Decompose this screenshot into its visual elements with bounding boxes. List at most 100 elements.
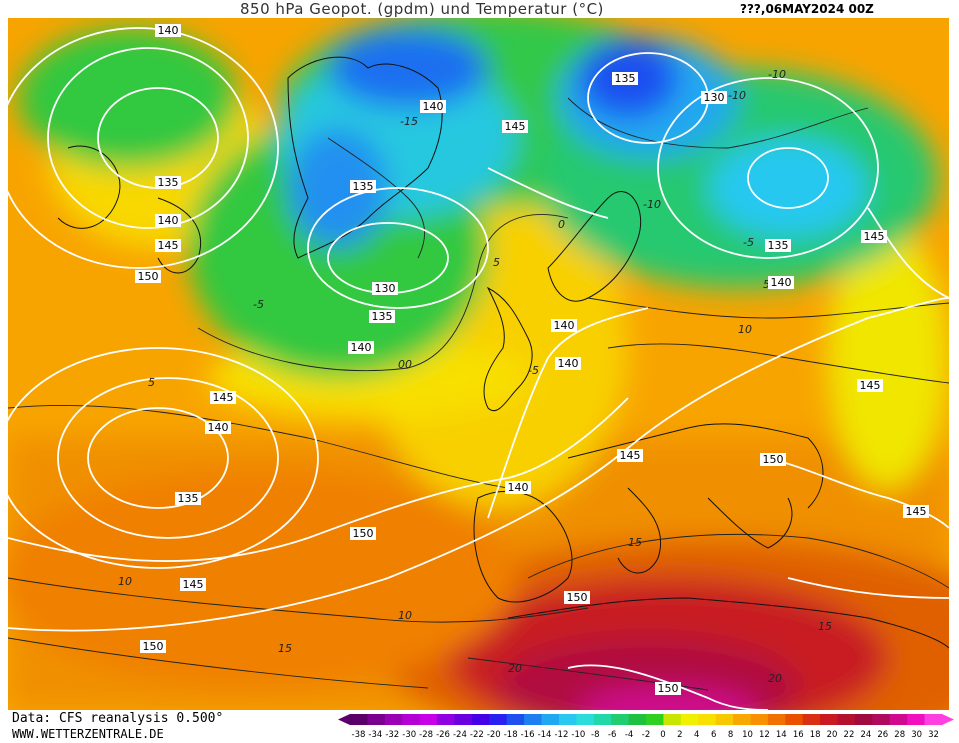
- legend-swatch: [924, 714, 943, 725]
- legend-swatch: [524, 714, 543, 725]
- svg-text:150: 150: [143, 640, 164, 653]
- svg-text:140: 140: [423, 100, 444, 113]
- map-date: ???,06MAY2024 00Z: [740, 2, 874, 16]
- geopotential-label: 140: [348, 341, 374, 354]
- geopotential-label: 150: [564, 591, 590, 604]
- title-bar: 850 hPa Geopot. (gpdm) und Temperatur (°…: [0, 0, 959, 18]
- iso-label: 15: [628, 536, 642, 549]
- geopotential-label: 145: [180, 578, 206, 591]
- geopotential-label: 135: [612, 72, 638, 85]
- legend-tick-label: -30: [402, 730, 416, 739]
- svg-text:145: 145: [620, 449, 641, 462]
- legend-tick-label: -24: [453, 730, 467, 739]
- legend-tick-label: 6: [711, 730, 716, 739]
- legend-tick-label: -28: [419, 730, 433, 739]
- svg-text:150: 150: [138, 270, 159, 283]
- map-title: 850 hPa Geopot. (gpdm) und Temperatur (°…: [240, 0, 604, 18]
- svg-text:135: 135: [178, 492, 199, 505]
- legend-svg: -38 -34 -32 -30 -28 -26 -24 -22 -20 -18 -16 -14 -12-…: [338, 714, 954, 740]
- legend-swatch: [872, 714, 891, 725]
- iso-label: -10: [643, 198, 661, 211]
- geopotential-label: 140: [205, 421, 231, 434]
- legend-swatch: [802, 714, 821, 725]
- svg-text:135: 135: [768, 239, 789, 252]
- svg-text:145: 145: [158, 239, 179, 252]
- temperature-legend: -38 -34 -32 -30 -28 -26 -24 -22 -20 -18 -16 -14 -12-…: [336, 713, 956, 740]
- legend-swatch: [471, 714, 490, 725]
- legend-tick-label: 0: [660, 730, 665, 739]
- geopotential-label: 135: [175, 492, 201, 505]
- geopotential-label: 150: [350, 527, 376, 540]
- geopotential-label: 150: [655, 682, 681, 695]
- geopotential-label: 145: [903, 505, 929, 518]
- svg-text:130: 130: [704, 91, 725, 104]
- map-svg: -15 -10 -5 0 5 10 15 20 -10 -10 -5 0 5 1…: [8, 18, 949, 710]
- legend-swatch: [750, 714, 769, 725]
- legend-swatch: [715, 714, 734, 725]
- svg-text:145: 145: [864, 230, 885, 243]
- legend-tick-label: 28: [894, 730, 905, 739]
- iso-label: -10: [768, 68, 786, 81]
- svg-text:150: 150: [763, 453, 784, 466]
- legend-swatch: [854, 714, 873, 725]
- geopotential-label: 145: [502, 120, 528, 133]
- svg-text:135: 135: [372, 310, 393, 323]
- temperature-labels: -15 -10 -5 0 5 10 15 20 -10 -10 -5 0 5 1…: [118, 68, 832, 685]
- iso-label: 10: [118, 575, 132, 588]
- legend-tick-label: 2: [677, 730, 682, 739]
- iso-label: -15: [400, 115, 418, 128]
- iso-label: 0: [558, 218, 565, 231]
- svg-text:150: 150: [567, 591, 588, 604]
- iso-label: 5: [493, 256, 500, 269]
- legend-swatch: [698, 714, 717, 725]
- geopotential-label: 150: [135, 270, 161, 283]
- svg-text:140: 140: [508, 481, 529, 494]
- legend-tick-label: -6: [608, 730, 616, 739]
- geopotential-label: 145: [210, 391, 236, 404]
- iso-label: 20: [768, 672, 782, 685]
- weather-map[interactable]: -15 -10 -5 0 5 10 15 20 -10 -10 -5 0 5 1…: [8, 18, 949, 710]
- svg-text:140: 140: [351, 341, 372, 354]
- iso-label: 5: [763, 278, 770, 291]
- geopotential-label: 135: [155, 176, 181, 189]
- legend-swatch: [576, 714, 595, 725]
- iso-label: 20: [508, 662, 522, 675]
- legend-arrow-right: [942, 714, 954, 725]
- svg-text:150: 150: [353, 527, 374, 540]
- temperature-field: [8, 18, 949, 710]
- geopotential-label: 130: [701, 91, 727, 104]
- legend-tick-label: 30: [911, 730, 922, 739]
- legend-swatch: [611, 714, 630, 725]
- geopotential-label: 135: [369, 310, 395, 323]
- geopotential-label: 135: [765, 239, 791, 252]
- iso-label: 5: [148, 376, 155, 389]
- legend-tick-label: 10: [742, 730, 753, 739]
- svg-text:140: 140: [208, 421, 229, 434]
- svg-text:145: 145: [860, 379, 881, 392]
- svg-text:130: 130: [375, 282, 396, 295]
- legend-tick-label: 12: [759, 730, 770, 739]
- svg-text:145: 145: [183, 578, 204, 591]
- legend-tick-label: 20: [827, 730, 838, 739]
- legend-tick-label: -22: [470, 730, 484, 739]
- legend-tick-label: 16: [793, 730, 804, 739]
- legend-swatch: [837, 714, 856, 725]
- iso-label: 15: [818, 620, 832, 633]
- legend-tick-label: -20: [487, 730, 501, 739]
- legend-tick-label: -16: [521, 730, 535, 739]
- legend-swatch: [454, 714, 473, 725]
- svg-text:140: 140: [558, 357, 579, 370]
- legend-tick-label: 24: [860, 730, 871, 739]
- geopotential-label: 145: [857, 379, 883, 392]
- svg-text:145: 145: [213, 391, 234, 404]
- legend-swatch: [506, 714, 525, 725]
- legend-swatch: [558, 714, 577, 725]
- svg-text:135: 135: [158, 176, 179, 189]
- svg-text:140: 140: [158, 24, 179, 37]
- legend-swatch: [367, 714, 386, 725]
- geopotential-label: 145: [861, 230, 887, 243]
- legend-tick-label: -32: [385, 730, 399, 739]
- geopotential-label: 130: [372, 282, 398, 295]
- geopotential-label: 150: [140, 640, 166, 653]
- legend-swatch: [889, 714, 908, 725]
